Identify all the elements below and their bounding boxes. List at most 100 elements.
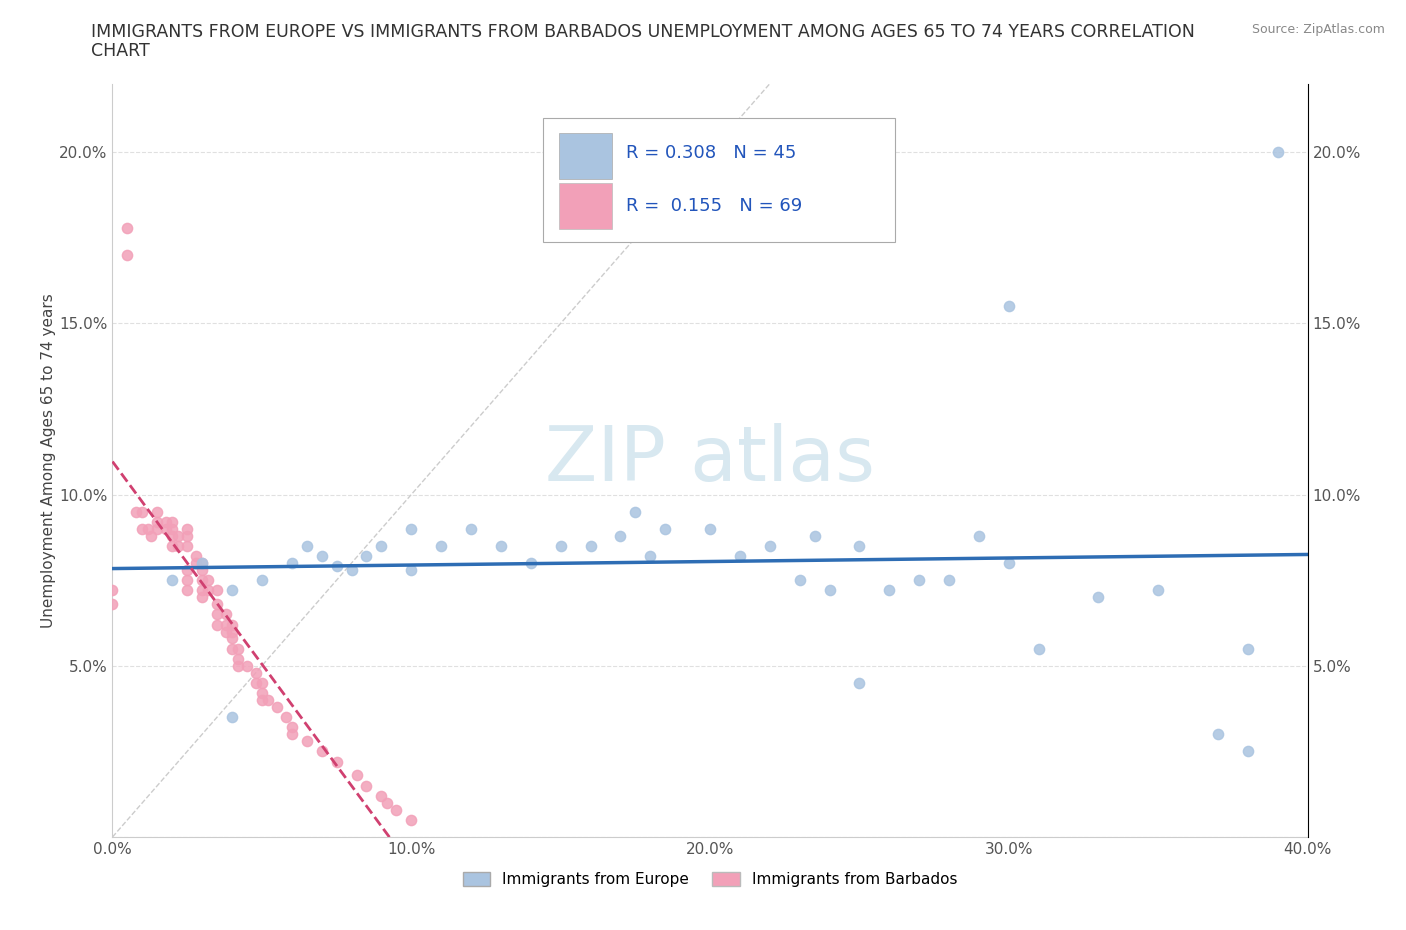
Point — [460, 522, 482, 537]
Point — [205, 607, 228, 622]
Point — [221, 618, 243, 632]
Point — [699, 522, 721, 537]
Point — [250, 685, 273, 700]
Text: R =  0.155   N = 69: R = 0.155 N = 69 — [627, 197, 803, 215]
Point — [295, 734, 318, 749]
Point — [848, 675, 870, 690]
Point — [654, 522, 676, 537]
Point — [226, 642, 249, 657]
Point — [624, 504, 647, 519]
Point — [197, 573, 219, 588]
Point — [191, 590, 214, 604]
Point — [346, 768, 368, 783]
Point — [938, 573, 960, 588]
Point — [295, 538, 318, 553]
Point — [146, 514, 169, 529]
Point — [520, 555, 543, 570]
Legend: Immigrants from Europe, Immigrants from Barbados: Immigrants from Europe, Immigrants from … — [457, 866, 963, 894]
FancyBboxPatch shape — [543, 117, 896, 242]
Point — [191, 555, 214, 570]
Point — [759, 538, 782, 553]
Point — [311, 549, 333, 564]
Point — [131, 522, 153, 537]
Point — [125, 504, 148, 519]
Point — [245, 675, 267, 690]
Point — [191, 563, 214, 578]
Point — [186, 549, 208, 564]
Point — [340, 563, 363, 578]
Point — [250, 693, 273, 708]
Point — [818, 583, 841, 598]
Point — [101, 597, 124, 612]
Point — [1267, 145, 1289, 160]
Point — [176, 538, 198, 553]
Point — [250, 675, 273, 690]
Point — [550, 538, 572, 553]
Text: CHART: CHART — [91, 42, 150, 60]
Point — [998, 299, 1021, 313]
Text: Source: ZipAtlas.com: Source: ZipAtlas.com — [1251, 23, 1385, 36]
Point — [117, 247, 139, 262]
Point — [205, 597, 228, 612]
Point — [221, 624, 243, 639]
Point — [266, 699, 288, 714]
Point — [356, 778, 378, 793]
Point — [1206, 727, 1229, 742]
Y-axis label: Unemployment Among Ages 65 to 74 years: Unemployment Among Ages 65 to 74 years — [41, 293, 56, 628]
Point — [1087, 590, 1109, 604]
Point — [215, 607, 238, 622]
Point — [356, 549, 378, 564]
Point — [640, 549, 662, 564]
Point — [325, 754, 347, 769]
Point — [385, 803, 408, 817]
Point — [789, 573, 811, 588]
Point — [131, 504, 153, 519]
Point — [245, 665, 267, 680]
Point — [221, 642, 243, 657]
Point — [221, 710, 243, 724]
Point — [579, 538, 602, 553]
Point — [162, 538, 183, 553]
Point — [167, 528, 190, 543]
Point — [191, 583, 214, 598]
Point — [879, 583, 901, 598]
Point — [141, 528, 163, 543]
Point — [162, 522, 183, 537]
Point — [155, 514, 177, 529]
Point — [205, 583, 228, 598]
Point — [176, 573, 198, 588]
Point — [146, 504, 169, 519]
Point — [205, 618, 228, 632]
Point — [176, 563, 198, 578]
Point — [370, 789, 392, 804]
Point — [1028, 642, 1050, 657]
Point — [176, 583, 198, 598]
Point — [221, 583, 243, 598]
Point — [117, 220, 139, 235]
Point — [281, 555, 304, 570]
Point — [489, 538, 512, 553]
Point — [236, 658, 259, 673]
Point — [257, 693, 280, 708]
FancyBboxPatch shape — [560, 183, 612, 229]
Point — [325, 559, 347, 574]
Point — [281, 727, 304, 742]
Point — [197, 583, 219, 598]
Point — [221, 631, 243, 645]
Point — [215, 624, 238, 639]
Point — [803, 528, 825, 543]
Point — [138, 522, 160, 537]
Point — [401, 813, 423, 828]
Point — [162, 528, 183, 543]
Point — [191, 573, 214, 588]
Point — [250, 573, 273, 588]
Point — [186, 555, 208, 570]
Point — [609, 528, 631, 543]
Point — [146, 522, 169, 537]
Point — [155, 522, 177, 537]
Point — [191, 555, 214, 570]
Point — [167, 538, 190, 553]
Point — [215, 618, 238, 632]
Point — [162, 573, 183, 588]
Point — [226, 658, 249, 673]
